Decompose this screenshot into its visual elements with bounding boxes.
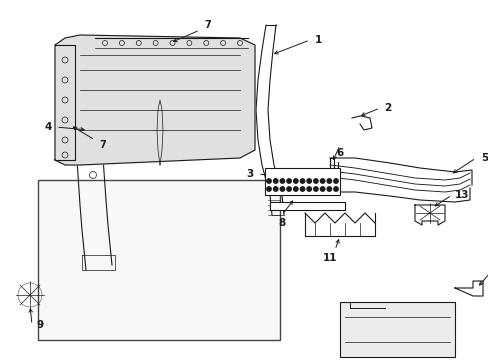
Circle shape (280, 179, 284, 183)
Text: 7: 7 (204, 20, 211, 30)
Text: 6: 6 (336, 148, 343, 158)
Text: 4: 4 (44, 122, 52, 132)
Circle shape (286, 179, 291, 183)
Circle shape (273, 179, 277, 183)
Circle shape (300, 187, 304, 191)
Circle shape (326, 187, 331, 191)
Circle shape (293, 187, 297, 191)
Circle shape (300, 179, 304, 183)
Text: 13: 13 (454, 190, 468, 200)
Circle shape (320, 179, 324, 183)
Text: 8: 8 (278, 218, 285, 228)
Circle shape (306, 187, 311, 191)
Text: 3: 3 (246, 169, 253, 179)
Circle shape (273, 187, 277, 191)
Circle shape (266, 179, 271, 183)
Circle shape (326, 179, 331, 183)
Bar (269, 202, 345, 210)
Bar (339, 302, 454, 357)
Circle shape (306, 179, 311, 183)
Circle shape (333, 187, 338, 191)
Bar (38, 180, 280, 340)
Circle shape (313, 187, 318, 191)
Circle shape (266, 187, 271, 191)
Circle shape (293, 179, 297, 183)
Polygon shape (55, 35, 254, 165)
Text: 5: 5 (480, 153, 488, 163)
Text: 2: 2 (384, 103, 391, 113)
Text: 11: 11 (322, 253, 337, 263)
Text: 9: 9 (37, 320, 43, 330)
Text: 1: 1 (314, 35, 321, 45)
Circle shape (320, 187, 324, 191)
Circle shape (286, 187, 291, 191)
Circle shape (333, 179, 338, 183)
Circle shape (313, 179, 318, 183)
Bar (264, 168, 339, 195)
Circle shape (280, 187, 284, 191)
Text: 7: 7 (100, 140, 106, 150)
